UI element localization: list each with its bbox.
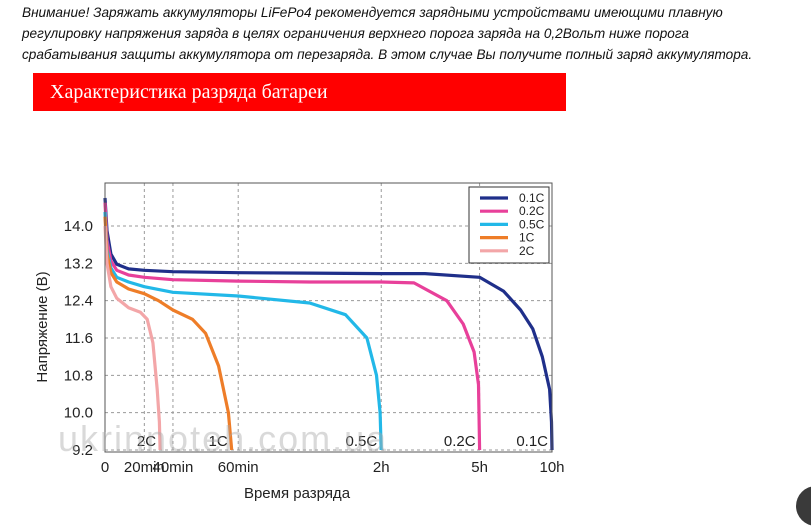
x-tick-label: 2h [373,459,390,476]
chart-title-banner: Характеристика разряда батареи [33,73,566,111]
series-end-label: 0.2C [444,433,476,450]
y-tick-label: 9.2 [72,442,93,459]
notice-line-1: Внимание! Заряжать аккумуляторы LiFePo4 … [22,5,723,20]
series-end-label: 0.1C [516,433,548,450]
series-line-0-2C [103,202,482,451]
x-tick-label: 40min [153,459,194,476]
y-tick-label: 13.2 [64,255,93,272]
x-axis-label: Время разряда [244,485,351,502]
series-line-0-1C [103,197,554,451]
x-tick-label: 0 [101,459,109,476]
y-tick-label: 12.4 [64,293,93,310]
chart-title: Характеристика разряда батареи [50,81,328,103]
y-tick-labels: 14.0 13.2 12.4 11.6 10.8 10.0 9.2 [64,218,93,459]
legend-label: 2C [519,244,535,258]
legend-label: 0.2C [519,204,545,218]
notice-line-2: регулировку напряжения заряда в целях ог… [22,26,689,41]
series-end-label: 0.5C [346,433,378,450]
y-axis-label: Напряжение (В) [34,271,51,382]
series-end-label: 1C [208,433,227,450]
legend-label: 0.1C [519,191,545,205]
y-tick-label: 10.0 [64,405,93,422]
x-tick-label: 10h [539,459,564,476]
series-end-label: 2C [137,433,156,450]
legend-label: 1C [519,231,535,245]
y-tick-label: 10.8 [64,367,93,384]
notice-line-3: срабатывания защиты аккумулятора от пере… [22,47,753,62]
series-line-1C [103,216,234,451]
x-tick-label: 20min [124,459,165,476]
series-line-0-5C [103,211,383,451]
plot-frame [104,182,553,453]
watermark-text: ukrinnoteh.com.ua [58,418,389,459]
series-end-labels: 0.1C 0.2C 0.5C 1C 2C [137,433,548,450]
x-tick-label: 60min [218,459,259,476]
charging-notice: Внимание! Заряжать аккумуляторы LiFePo4 … [22,2,807,65]
x-tick-label: 5h [471,459,488,476]
y-tick-label: 14.0 [64,218,93,235]
y-tick-label: 11.6 [65,330,93,347]
series-line-2C [103,225,162,451]
discharge-curves [103,197,554,451]
legend-label: 0.5C [519,217,545,231]
